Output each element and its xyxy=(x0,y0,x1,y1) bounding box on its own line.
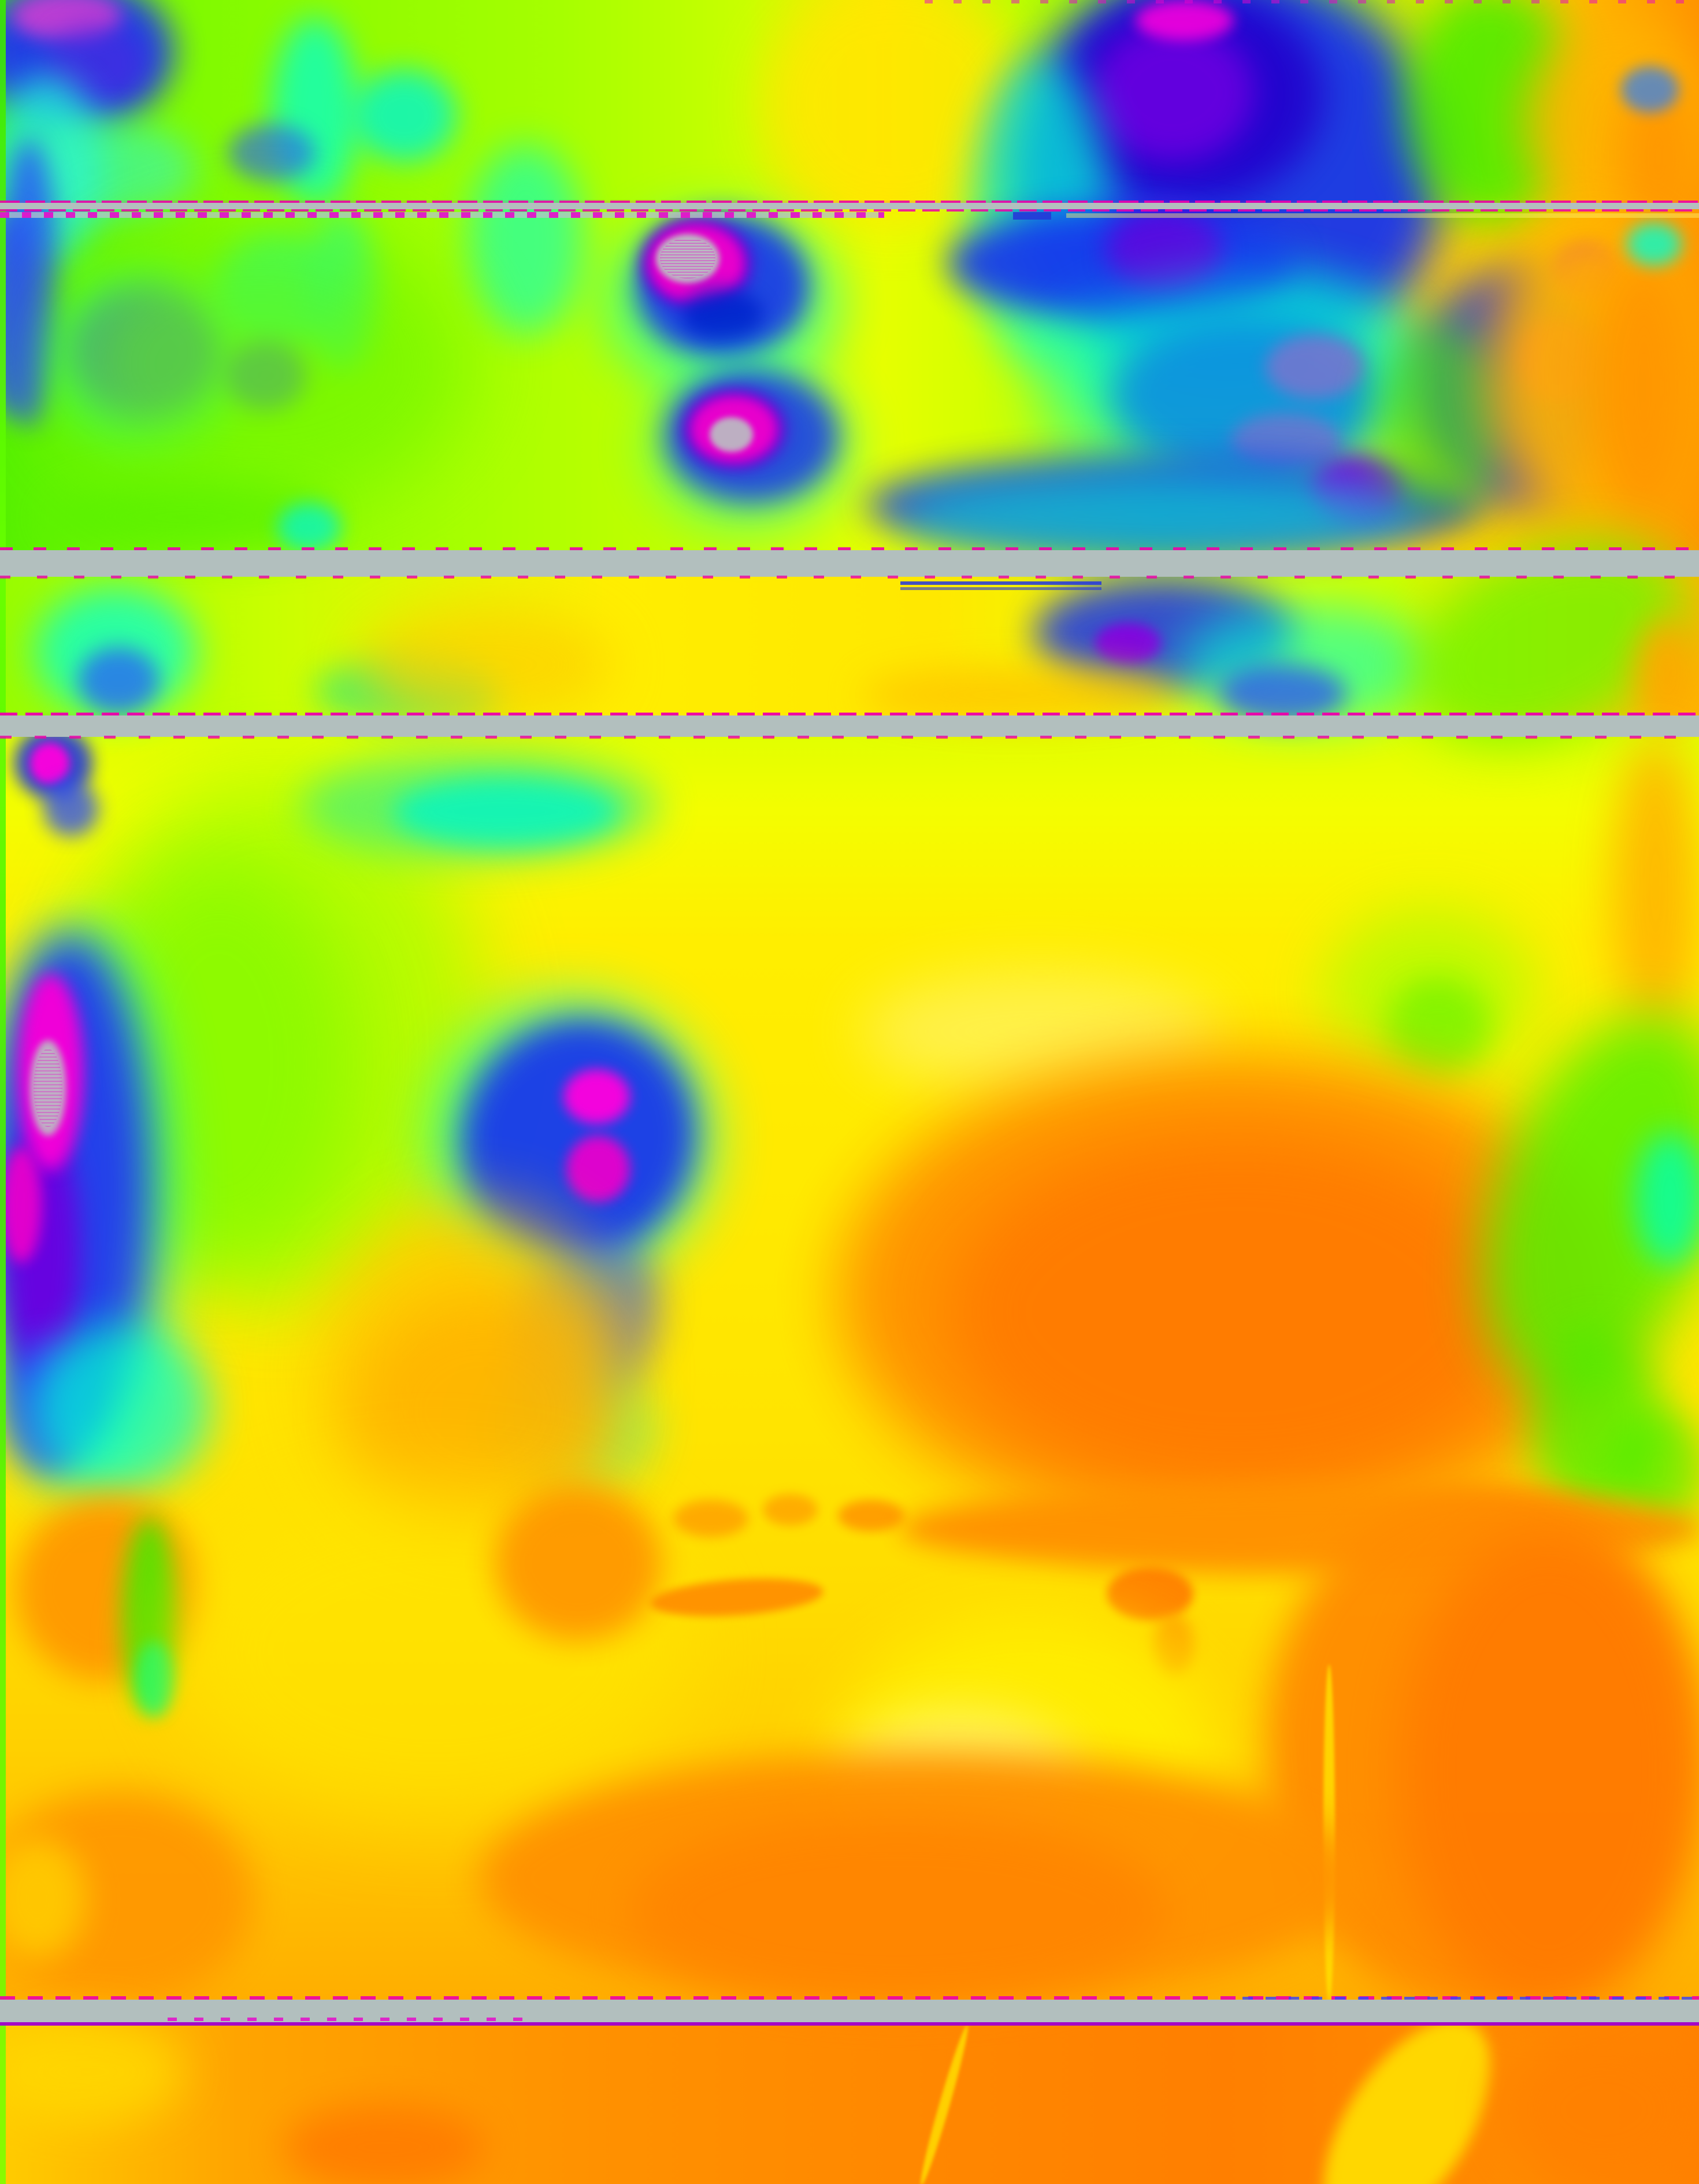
dropout-band3-dash-top xyxy=(0,1996,1699,2000)
cyan-cloud-blob xyxy=(353,69,457,162)
libya-yellow-edge xyxy=(0,1838,87,1959)
bottom-left-yellow xyxy=(0,2020,185,2124)
dropout-band1-blue-line-1 xyxy=(900,581,1101,585)
green-wash-left xyxy=(52,220,468,509)
cell1-blue-tail xyxy=(682,289,763,341)
peloponnese-teal xyxy=(136,1641,173,1716)
cellw-blue-specks xyxy=(43,781,98,836)
orange-column-deep xyxy=(1589,249,1699,526)
purple-blob-small xyxy=(1095,623,1162,663)
dropout-band2-gray xyxy=(0,715,1699,737)
dropout-thin-yellow-streak xyxy=(1066,213,1699,218)
dropout-band2-dash-top xyxy=(0,713,1699,716)
bottom-dark-patch xyxy=(283,2104,485,2184)
levant-deep xyxy=(1398,1532,1699,2011)
cellw-magenta xyxy=(30,743,69,784)
anatolia-deep-orange xyxy=(948,1133,1526,1491)
left-edge-artifact xyxy=(0,0,6,2184)
wstorm-gray-core xyxy=(30,1040,66,1136)
cyan-mid-patch xyxy=(468,144,584,335)
blue-specks-left xyxy=(78,647,159,714)
dropout-band1-blue-line-2 xyxy=(900,587,1101,590)
cyan-segment-east xyxy=(1635,1133,1699,1266)
cell1-gray-core xyxy=(656,234,719,283)
top-edge-noise xyxy=(925,0,1699,3)
ne-blue-specks xyxy=(1621,66,1679,113)
egypt-deep xyxy=(630,1815,1167,2005)
wstorm-cyan-arc xyxy=(32,1323,211,1491)
teal-cloud-core xyxy=(393,777,618,847)
dropout-band1-dash-top xyxy=(0,547,1699,551)
dropout-thin-gray xyxy=(0,203,1699,209)
wstorm-magenta-2 xyxy=(1,1147,42,1263)
dropout-thin-blue-bar xyxy=(1013,212,1051,220)
cyan-dot-east xyxy=(1627,223,1682,266)
blue-specks xyxy=(228,124,315,182)
cyprus-island xyxy=(1107,1567,1193,1621)
orange-column-lower xyxy=(1612,737,1699,1037)
cyan-dot-shelf xyxy=(277,503,341,552)
attica-land xyxy=(494,1485,662,1641)
magenta-streak-a xyxy=(1266,335,1364,399)
island-2 xyxy=(763,1494,818,1526)
orange-edge-upper xyxy=(1635,618,1699,728)
cell2-gray-core xyxy=(710,417,753,452)
green-spot-ne xyxy=(1387,977,1491,1075)
island-3 xyxy=(838,1500,904,1532)
dropout-band1-gray xyxy=(0,550,1699,577)
cstreak-magenta-2 xyxy=(566,1136,630,1202)
cell1-core-speckle xyxy=(660,238,715,279)
storm-magenta-pocket xyxy=(1136,0,1234,40)
cstreak-magenta-1 xyxy=(563,1069,630,1124)
amber-patch-center xyxy=(358,607,613,722)
dropout-thin-dash-top xyxy=(0,201,1699,203)
island-1 xyxy=(673,1500,748,1537)
dropout-band3-blue-dash xyxy=(1242,1997,1699,2001)
bottom-right-dark xyxy=(1503,2029,1699,2184)
storm-purple-core xyxy=(1092,23,1254,162)
low-cloud-cyan xyxy=(902,474,1422,555)
dropout-band3-inner-dash xyxy=(168,2018,526,2021)
storm-tongue-purple xyxy=(1107,209,1222,290)
dropout-band2-dash-bottom xyxy=(0,736,1699,739)
dropout-thin-noise-dash xyxy=(0,212,884,218)
dropout-thin-dash-bottom xyxy=(0,209,1699,212)
dropout-band3-purple-line xyxy=(0,2022,1699,2026)
wstorm-core-speckle xyxy=(34,1049,62,1127)
dropout-band1-dash-bottom xyxy=(0,576,1699,579)
